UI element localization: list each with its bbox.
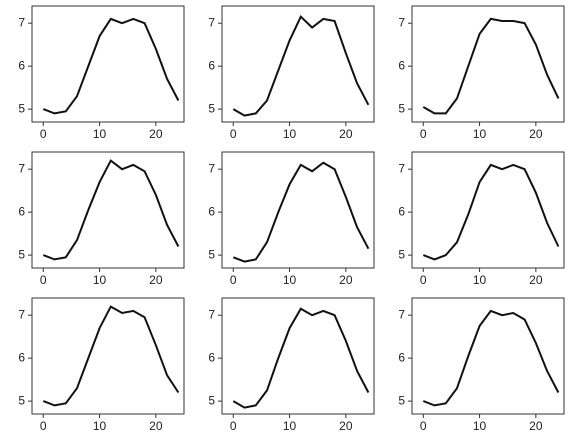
y-tick-label: 5 [208, 101, 215, 115]
data-line [422, 17, 560, 115]
plot-frame [221, 151, 375, 269]
panel: 0 10 20 5 6 7 [398, 151, 565, 287]
x-tick-label: 20 [529, 127, 543, 141]
y-tick-label: 7 [208, 15, 215, 29]
x-tick-label: 0 [40, 419, 47, 433]
x-tick-label: 10 [283, 273, 297, 287]
y-tick-label: 6 [18, 350, 25, 364]
y-tick-label: 7 [398, 15, 405, 29]
x-tick-label: 10 [473, 419, 487, 433]
x-tick-label: 20 [529, 419, 543, 433]
x-tick-label: 10 [93, 127, 107, 141]
y-tick-label: 5 [398, 101, 405, 115]
x-tick-label: 0 [420, 273, 427, 287]
data-line [42, 17, 180, 115]
x-tick-label: 20 [149, 419, 163, 433]
x-tick-label: 0 [230, 127, 237, 141]
data-line [232, 307, 370, 409]
y-tick-label: 6 [18, 58, 25, 72]
panel: 0 10 20 5 6 7 [208, 151, 375, 287]
y-tick-label: 5 [208, 247, 215, 261]
y-tick-label: 6 [208, 350, 215, 364]
x-tick-label: 10 [93, 273, 107, 287]
y-tick-label: 5 [18, 247, 25, 261]
x-tick-label: 10 [283, 127, 297, 141]
panel: 0 10 20 5 6 7 [18, 5, 185, 141]
y-tick-label: 6 [398, 204, 405, 218]
data-line [232, 161, 370, 263]
x-tick-label: 20 [339, 127, 353, 141]
y-tick-label: 6 [398, 58, 405, 72]
y-tick-label: 7 [18, 307, 25, 321]
plot-frame [31, 5, 185, 123]
y-tick-label: 6 [398, 350, 405, 364]
panel: 0 10 20 5 6 7 [208, 5, 375, 141]
y-tick-label: 5 [208, 393, 215, 407]
plot-frame [31, 151, 185, 269]
x-tick-label: 10 [473, 273, 487, 287]
data-line [422, 309, 560, 407]
panel: 0 10 20 5 6 7 [18, 151, 185, 287]
panel: 0 10 20 5 6 7 [208, 297, 375, 433]
plot-frame [411, 297, 565, 415]
plot-frame [411, 151, 565, 269]
y-tick-label: 5 [18, 393, 25, 407]
y-tick-label: 7 [18, 161, 25, 175]
y-tick-label: 6 [208, 204, 215, 218]
x-tick-label: 0 [40, 127, 47, 141]
x-tick-label: 20 [529, 273, 543, 287]
y-tick-label: 7 [208, 307, 215, 321]
data-line [422, 163, 560, 261]
x-tick-label: 20 [149, 127, 163, 141]
x-tick-label: 0 [420, 127, 427, 141]
y-tick-label: 7 [398, 307, 405, 321]
x-tick-label: 10 [473, 127, 487, 141]
data-line [42, 159, 180, 261]
plot-frame [31, 297, 185, 415]
panel: 0 10 20 5 6 7 [18, 297, 185, 433]
plot-frame [411, 5, 565, 123]
data-line [42, 305, 180, 407]
y-tick-label: 7 [18, 15, 25, 29]
x-tick-label: 20 [339, 273, 353, 287]
x-tick-label: 20 [339, 419, 353, 433]
y-tick-label: 6 [208, 58, 215, 72]
x-tick-label: 10 [283, 419, 297, 433]
y-tick-label: 5 [398, 247, 405, 261]
data-line [232, 15, 370, 117]
x-tick-label: 0 [230, 419, 237, 433]
x-tick-label: 0 [40, 273, 47, 287]
y-tick-label: 7 [208, 161, 215, 175]
x-tick-label: 20 [149, 273, 163, 287]
plot-frame [221, 5, 375, 123]
x-tick-label: 0 [230, 273, 237, 287]
plot-frame [221, 297, 375, 415]
y-tick-label: 7 [398, 161, 405, 175]
y-tick-label: 6 [18, 204, 25, 218]
y-tick-label: 5 [18, 101, 25, 115]
x-tick-label: 10 [93, 419, 107, 433]
panel: 0 10 20 5 6 7 [398, 297, 565, 433]
x-tick-label: 0 [420, 419, 427, 433]
y-tick-label: 5 [398, 393, 405, 407]
panel: 0 10 20 5 6 7 [398, 5, 565, 141]
